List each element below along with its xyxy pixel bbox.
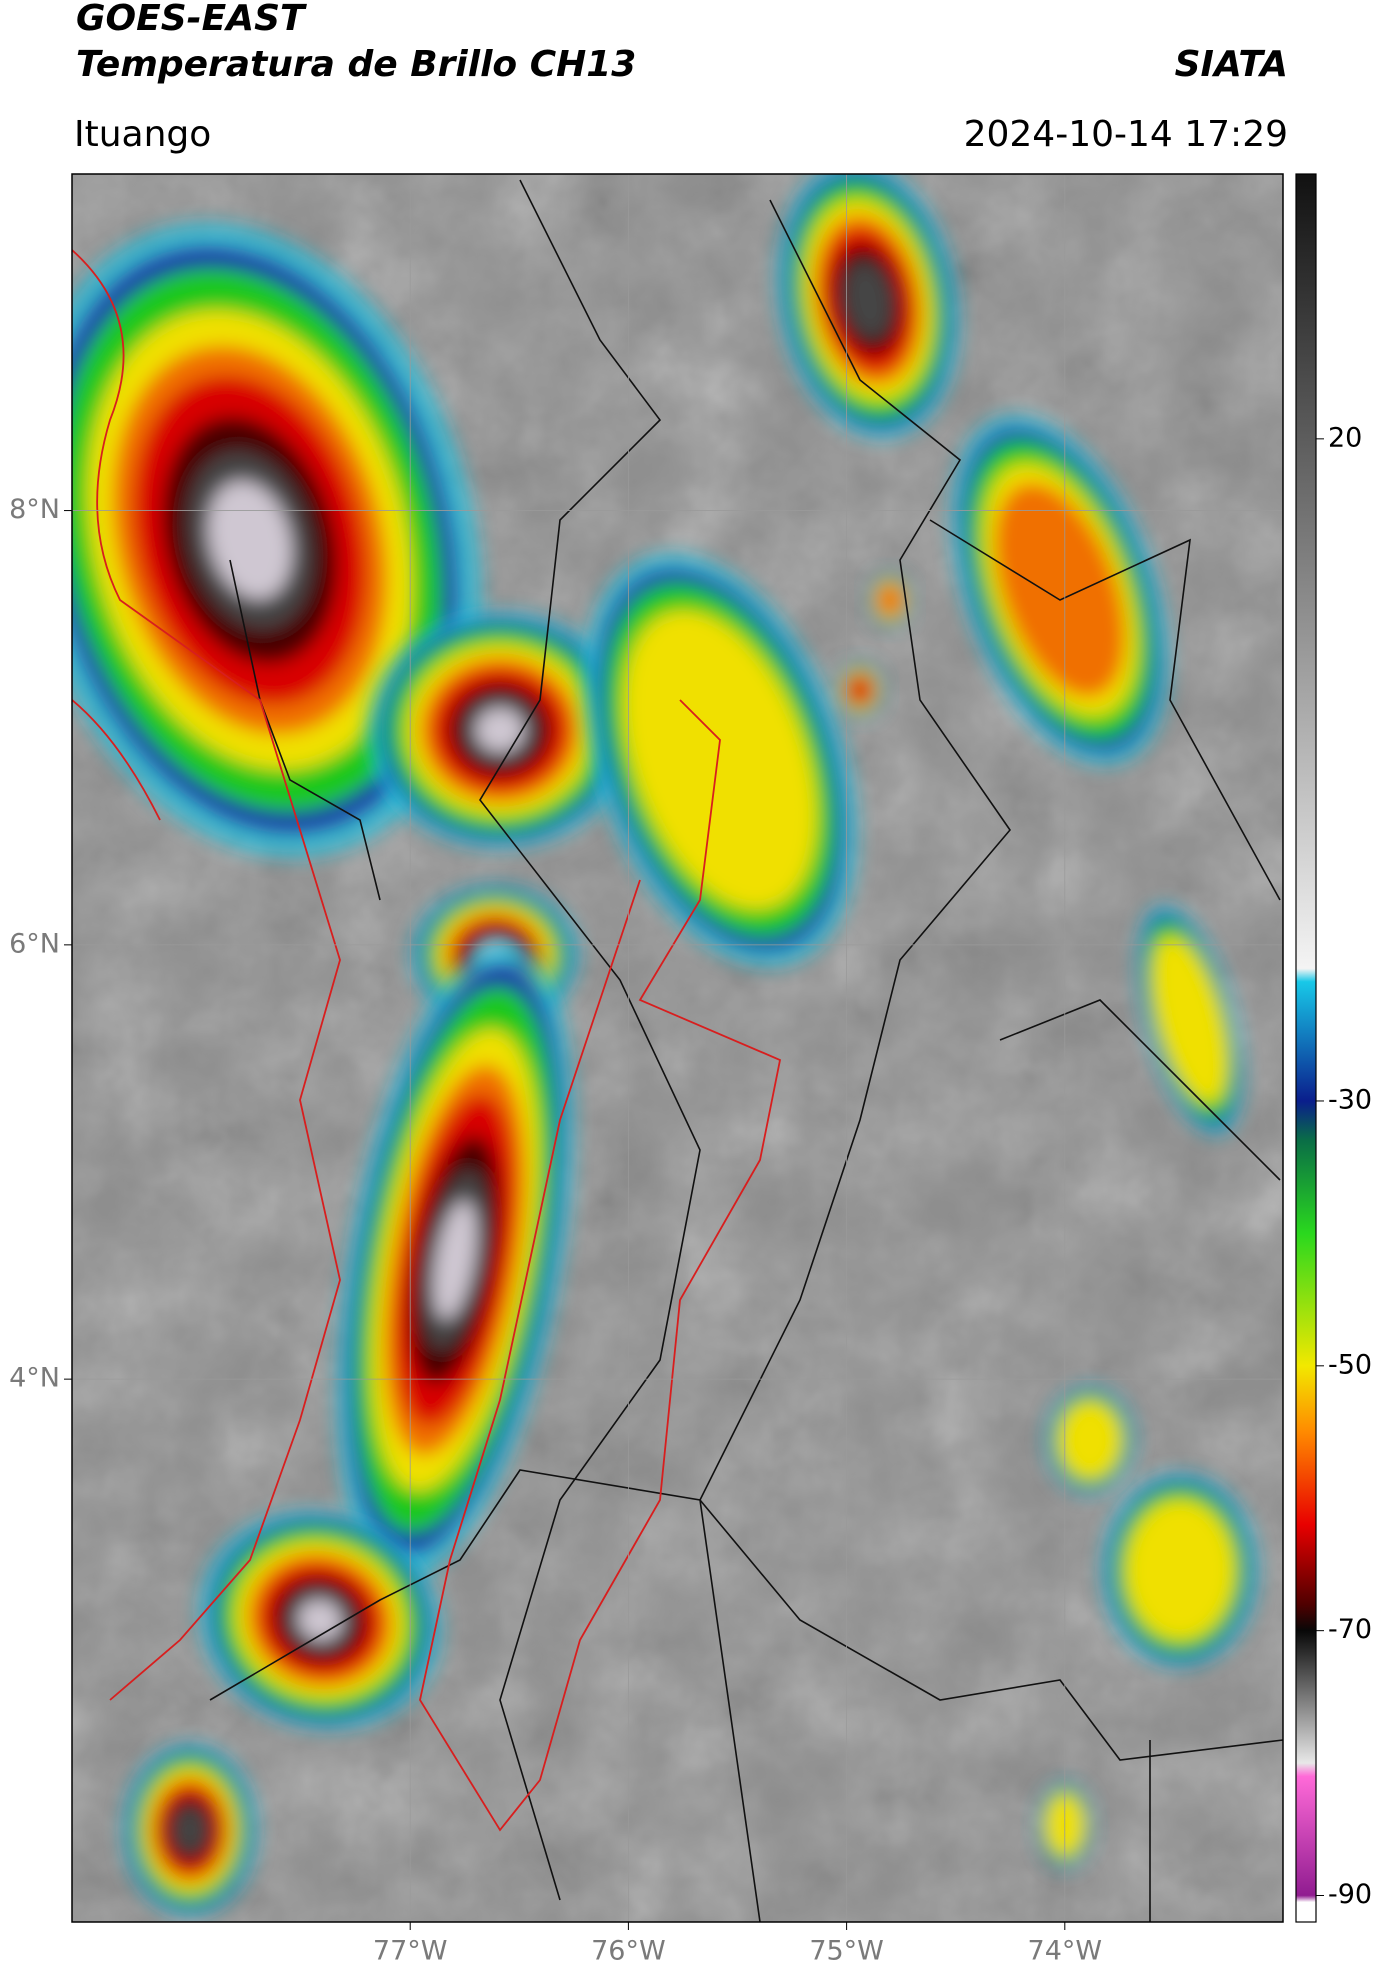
cloud-ring xyxy=(843,261,893,339)
y-tick-label: 6°N xyxy=(9,928,60,959)
colorbar-tick-label: -50 xyxy=(1328,1349,1372,1380)
y-tick-label: 8°N xyxy=(9,494,60,525)
cloud xyxy=(365,611,635,849)
cloud xyxy=(1101,1472,1259,1668)
map-frame xyxy=(71,173,1284,1923)
colorbar-tick-label: -30 xyxy=(1328,1084,1372,1115)
cloud-ring xyxy=(433,1200,477,1320)
borders xyxy=(209,179,1283,1922)
colorbar: 20 -30 -50 -70 -90 xyxy=(1295,173,1372,1923)
cloud-ring xyxy=(1152,936,1228,1104)
colorbar-tick-label: 20 xyxy=(1328,422,1362,453)
x-tick-label: 75°W xyxy=(809,1936,884,1967)
cloud xyxy=(122,1743,258,1917)
cloud-ring xyxy=(172,1806,208,1854)
title: GOES-EAST xyxy=(76,0,307,39)
cloud-ring xyxy=(847,675,873,705)
cloud xyxy=(835,661,885,719)
x-tick-label: 74°W xyxy=(1028,1936,1103,1967)
y-tick-label: 4°N xyxy=(9,1363,60,1394)
cloud xyxy=(582,552,858,968)
colorbar-fill xyxy=(1295,173,1317,1923)
cloud-ring xyxy=(994,482,1126,698)
cloud-ring xyxy=(1125,1499,1235,1641)
cloud xyxy=(1045,1386,1135,1494)
location: Ituango xyxy=(74,114,211,155)
cloud xyxy=(336,940,574,1580)
cloud xyxy=(1136,904,1244,1136)
organization: SIATA xyxy=(1175,44,1288,85)
colorbar-tick-label: -70 xyxy=(1328,1614,1372,1645)
cloud xyxy=(776,174,960,440)
clouds xyxy=(72,174,1259,1917)
colorbar-tick-label: -90 xyxy=(1328,1879,1372,1910)
cloud-ring xyxy=(623,610,817,910)
cloud-ring xyxy=(476,708,524,752)
cloud xyxy=(72,221,483,859)
subtitle: Temperatura de Brillo CH13 xyxy=(76,44,636,85)
cloud-ring xyxy=(876,583,904,617)
x-tick-label: 77°W xyxy=(373,1936,448,1967)
cloud-ring xyxy=(1058,1401,1122,1479)
map-image xyxy=(72,174,1283,1922)
cloud xyxy=(950,414,1170,766)
x-tick-label: 76°W xyxy=(591,1936,666,1967)
cloud xyxy=(867,573,913,627)
cloud-ring xyxy=(298,1599,342,1641)
region-outline xyxy=(72,249,782,1832)
axes: 77°W 76°W 75°W 74°W 8°N 6°N 4°N xyxy=(9,174,1283,1967)
datetime: 2024-10-14 17:29 xyxy=(964,114,1288,155)
